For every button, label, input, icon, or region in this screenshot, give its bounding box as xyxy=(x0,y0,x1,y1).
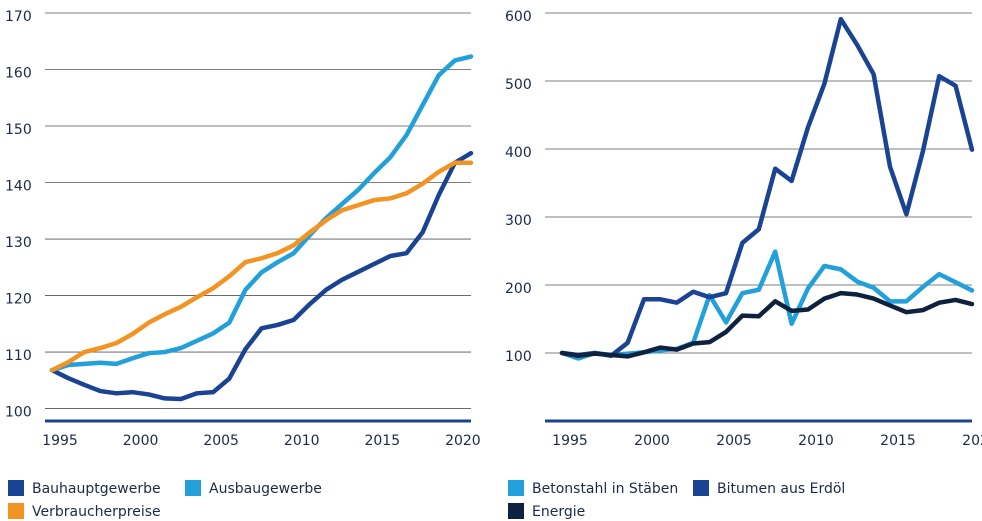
y-tick-label: 150 xyxy=(5,122,32,138)
series-line xyxy=(559,290,975,359)
y-tick-label: 170 xyxy=(5,9,32,25)
y-tick-label: 200 xyxy=(505,281,532,297)
series-line xyxy=(559,249,975,361)
legend-label: Energie xyxy=(532,504,585,520)
y-tick-label: 400 xyxy=(505,145,532,161)
legend-label: Ausbaugewerbe xyxy=(209,481,322,497)
series-line xyxy=(559,16,975,358)
x-tick-label: 2020 xyxy=(445,433,481,449)
legend-label: Bitumen aus Erdöl xyxy=(717,481,845,497)
x-tick-label: 2010 xyxy=(798,433,834,449)
y-tick-label: 600 xyxy=(505,9,532,25)
y-tick-label: 120 xyxy=(5,292,32,308)
legend-swatch xyxy=(693,480,709,496)
legend-swatch xyxy=(185,480,201,496)
y-tick-label: 140 xyxy=(5,179,32,195)
x-tick-label: 2005 xyxy=(203,433,239,449)
legend-label: Betonstahl in Stäben xyxy=(532,481,678,497)
y-tick-label: 100 xyxy=(505,349,532,365)
y-tick-label: 160 xyxy=(5,66,32,82)
legend-swatch xyxy=(8,480,24,496)
x-tick-label: 2000 xyxy=(123,433,159,449)
x-tick-label: 2020 xyxy=(962,433,982,449)
legend-label: Verbraucherpreise xyxy=(32,504,161,520)
legend-swatch xyxy=(8,503,24,519)
y-tick-label: 110 xyxy=(5,348,32,364)
legend-swatch xyxy=(508,480,524,496)
y-tick-label: 130 xyxy=(5,235,32,251)
series-line xyxy=(49,54,474,373)
x-tick-label: 2015 xyxy=(880,433,916,449)
legend-swatch xyxy=(508,503,524,519)
y-tick-label: 300 xyxy=(505,213,532,229)
x-tick-label: 2015 xyxy=(364,433,400,449)
y-tick-label: 100 xyxy=(5,405,32,421)
y-tick-label: 500 xyxy=(505,77,532,93)
x-tick-label: 2005 xyxy=(716,433,752,449)
x-tick-label: 2010 xyxy=(284,433,320,449)
series-line xyxy=(49,160,474,373)
x-tick-label: 2000 xyxy=(634,433,670,449)
x-tick-label: 1995 xyxy=(42,433,78,449)
series-line xyxy=(49,150,474,402)
legend-label: Bauhauptgewerbe xyxy=(32,481,161,497)
x-tick-label: 1995 xyxy=(552,433,588,449)
